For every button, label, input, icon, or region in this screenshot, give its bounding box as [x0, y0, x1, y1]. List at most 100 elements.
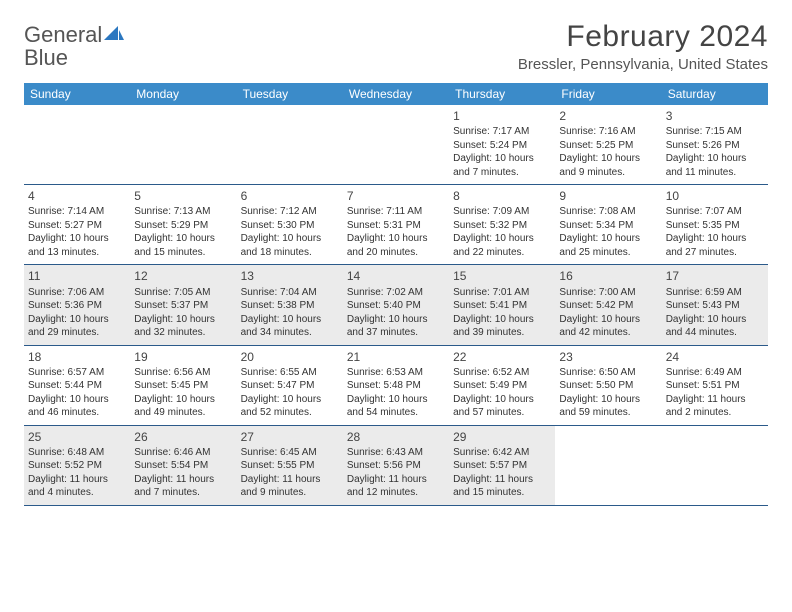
- day-cell: [343, 105, 449, 184]
- day-cell: 2Sunrise: 7:16 AMSunset: 5:25 PMDaylight…: [555, 105, 661, 184]
- week-row: 18Sunrise: 6:57 AMSunset: 5:44 PMDayligh…: [24, 346, 768, 426]
- sunrise-text: Sunrise: 6:59 AM: [666, 286, 764, 300]
- daylight-text: Daylight: 11 hours and 4 minutes.: [28, 473, 126, 500]
- day-cell: 19Sunrise: 6:56 AMSunset: 5:45 PMDayligh…: [130, 346, 236, 425]
- day-cell: 16 Sunrise: 7:00 AMSunset: 5:42 PMDayligh…: [555, 265, 661, 344]
- day-cell: 10Sunrise: 7:07 AMSunset: 5:35 PMDayligh…: [662, 185, 768, 264]
- sunset-text: Sunset: 5:25 PM: [559, 139, 657, 153]
- daylight-text: Daylight: 10 hours and 32 minutes.: [134, 313, 232, 340]
- sunset-text: Sunset: 5:30 PM: [241, 219, 339, 233]
- day-number: 16: [559, 268, 657, 284]
- sunrise-text: Sunrise: 7:14 AM: [28, 205, 126, 219]
- day-cell: [237, 105, 343, 184]
- daylight-text: Daylight: 10 hours and 42 minutes.: [559, 313, 657, 340]
- daylight-text: Daylight: 10 hours and 54 minutes.: [347, 393, 445, 420]
- daylight-text: Daylight: 10 hours and 7 minutes.: [453, 152, 551, 179]
- day-cell: 8Sunrise: 7:09 AMSunset: 5:32 PMDaylight…: [449, 185, 555, 264]
- sunset-text: Sunset: 5:45 PM: [134, 379, 232, 393]
- week-row: 11 Sunrise: 7:06 AMSunset: 5:36 PM Dayligh…: [24, 265, 768, 345]
- daylight-text: Daylight: 10 hours and 37 minutes.: [347, 313, 445, 340]
- day-header-sunday: Sunday: [24, 83, 130, 105]
- sunset-text: Sunset: 5:32 PM: [453, 219, 551, 233]
- sunset-text: Sunset: 5:36 PM: [28, 299, 126, 313]
- day-number: 1: [453, 108, 551, 124]
- day-number: 4: [28, 188, 126, 204]
- day-cell: 27Sunrise: 6:45 AMSunset: 5:55 PMDayligh…: [237, 426, 343, 505]
- day-number: 27: [241, 429, 339, 445]
- daylight-text: Daylight: 10 hours and 22 minutes.: [453, 232, 551, 259]
- day-cell: 9Sunrise: 7:08 AMSunset: 5:34 PMDaylight…: [555, 185, 661, 264]
- daylight-text: Daylight: 11 hours and 7 minutes.: [134, 473, 232, 500]
- sunset-text: Sunset: 5:42 PM: [559, 299, 657, 313]
- daylight-text: Daylight: 10 hours and 46 minutes.: [28, 393, 126, 420]
- weeks-container: 1Sunrise: 7:17 AMSunset: 5:24 PMDaylight…: [24, 105, 768, 506]
- logo: General Blue: [24, 24, 124, 70]
- week-row: 4Sunrise: 7:14 AMSunset: 5:27 PMDaylight…: [24, 185, 768, 265]
- day-number: 7: [347, 188, 445, 204]
- day-cell: 29Sunrise: 6:42 AMSunset: 5:57 PMDayligh…: [449, 426, 555, 505]
- day-cell: 23Sunrise: 6:50 AMSunset: 5:50 PMDayligh…: [555, 346, 661, 425]
- day-cell: 26Sunrise: 6:46 AMSunset: 5:54 PMDayligh…: [130, 426, 236, 505]
- sunrise-text: Sunrise: 7:05 AM: [134, 286, 232, 300]
- day-cell: 15Sunrise: 7:01 AMSunset: 5:41 PMDayligh…: [449, 265, 555, 344]
- sunset-text: Sunset: 5:35 PM: [666, 219, 764, 233]
- daylight-text: Daylight: 10 hours and 57 minutes.: [453, 393, 551, 420]
- title-block: February 2024 Bressler, Pennsylvania, Un…: [518, 20, 768, 73]
- day-number: 18: [28, 349, 126, 365]
- day-header-wednesday: Wednesday: [343, 83, 449, 105]
- day-number: 6: [241, 188, 339, 204]
- sunrise-text: Sunrise: 7:00 AM: [559, 286, 657, 300]
- sunrise-text: Sunrise: 7:09 AM: [453, 205, 551, 219]
- day-cell: 4Sunrise: 7:14 AMSunset: 5:27 PMDaylight…: [24, 185, 130, 264]
- sunset-text: Sunset: 5:31 PM: [347, 219, 445, 233]
- day-number: 14: [347, 268, 445, 284]
- sunrise-text: Sunrise: 6:48 AM: [28, 446, 126, 460]
- sunrise-text: Sunrise: 6:55 AM: [241, 366, 339, 380]
- sunrise-text: Sunrise: 7:16 AM: [559, 125, 657, 139]
- daylight-text: Daylight: 10 hours and 59 minutes.: [559, 393, 657, 420]
- sunset-text: Sunset: 5:43 PM: [666, 299, 764, 313]
- page-header: General Blue February 2024 Bressler, Pen…: [24, 20, 768, 73]
- sunrise-text: Sunrise: 7:11 AM: [347, 205, 445, 219]
- sunset-text: Sunset: 5:56 PM: [347, 459, 445, 473]
- day-cell: [130, 105, 236, 184]
- sunrise-text: Sunrise: 7:15 AM: [666, 125, 764, 139]
- daylight-text: Daylight: 10 hours and 11 minutes.: [666, 152, 764, 179]
- sunrise-text: Sunrise: 6:50 AM: [559, 366, 657, 380]
- daylight-text: Daylight: 11 hours and 12 minutes.: [347, 473, 445, 500]
- daylight-text: Daylight: 10 hours and 34 minutes.: [241, 313, 339, 340]
- day-number: 15: [453, 268, 551, 284]
- day-number: 17: [666, 268, 764, 284]
- day-number: 26: [134, 429, 232, 445]
- day-cell: 5Sunrise: 7:13 AMSunset: 5:29 PMDaylight…: [130, 185, 236, 264]
- sunrise-text: Sunrise: 6:56 AM: [134, 366, 232, 380]
- day-cell: [662, 426, 768, 505]
- sunrise-text: Sunrise: 6:42 AM: [453, 446, 551, 460]
- day-number: 12: [134, 268, 232, 284]
- day-cell: 11Sunrise: 7:06 AMSunset: 5:36 PMDayligh…: [24, 265, 130, 344]
- sunrise-text: Sunrise: 6:53 AM: [347, 366, 445, 380]
- sunrise-text: Sunrise: 7:06 AM: [28, 286, 126, 300]
- day-number: 8: [453, 188, 551, 204]
- sunset-text: Sunset: 5:40 PM: [347, 299, 445, 313]
- day-number: 19: [134, 349, 232, 365]
- logo-sail-icon: [104, 26, 124, 42]
- day-cell: 25Sunrise: 6:48 AMSunset: 5:52 PMDayligh…: [24, 426, 130, 505]
- day-number: 11: [28, 268, 126, 284]
- day-cell: 21Sunrise: 6:53 AMSunset: 5:48 PMDayligh…: [343, 346, 449, 425]
- day-cell: 6Sunrise: 7:12 AMSunset: 5:30 PMDaylight…: [237, 185, 343, 264]
- day-number: 25: [28, 429, 126, 445]
- daylight-text: Daylight: 10 hours and 27 minutes.: [666, 232, 764, 259]
- sunset-text: Sunset: 5:51 PM: [666, 379, 764, 393]
- logo-text-blue: Blue: [24, 45, 68, 70]
- month-year-title: February 2024: [518, 20, 768, 54]
- daylight-text: Daylight: 11 hours and 9 minutes.: [241, 473, 339, 500]
- sunrise-text: Sunrise: 6:45 AM: [241, 446, 339, 460]
- daylight-text: Daylight: 10 hours and 25 minutes.: [559, 232, 657, 259]
- sunset-text: Sunset: 5:50 PM: [559, 379, 657, 393]
- sunrise-text: Sunrise: 6:57 AM: [28, 366, 126, 380]
- sunrise-text: Sunrise: 7:08 AM: [559, 205, 657, 219]
- daylight-text: Daylight: 10 hours and 49 minutes.: [134, 393, 232, 420]
- day-cell: 12Sunrise: 7:05 AMSunset: 5:37 PMDayligh…: [130, 265, 236, 344]
- day-header-tuesday: Tuesday: [237, 83, 343, 105]
